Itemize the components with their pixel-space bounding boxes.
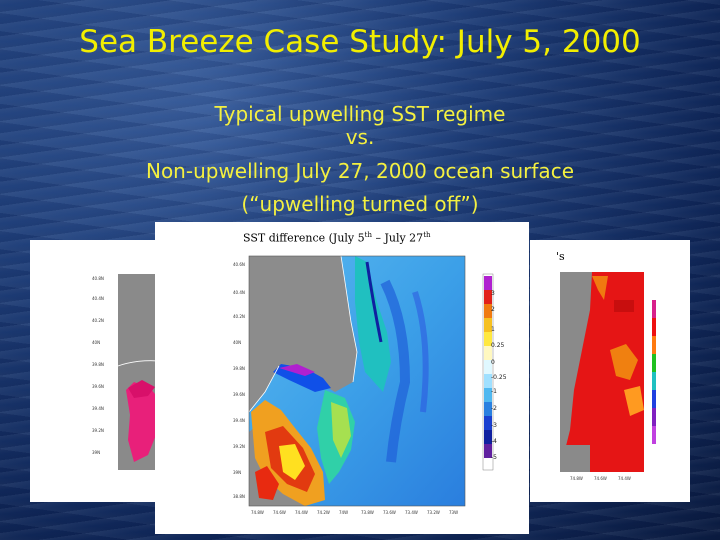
subtitle-line-4: (“upwelling turned off”) [241, 192, 479, 216]
slide-title: Sea Breeze Case Study: July 5, 2000 [79, 24, 641, 60]
subtitle-line-2: vs. [345, 125, 375, 149]
colorbar-label: -0.25 [491, 374, 507, 381]
colorbar-label: -5 [491, 454, 497, 461]
subtitle-line-3: Non-upwelling July 27, 2000 ocean surfac… [145, 159, 574, 183]
sst-difference-title: SST difference (July 5th – July 27th [243, 231, 431, 245]
sst-difference-panel: SST difference (July 5th – July 27th [155, 222, 529, 534]
sst-difference-map [248, 255, 494, 507]
colorbar-label: 0.25 [491, 342, 505, 349]
colorbar-label: 0 [491, 359, 495, 366]
left-map-panel: 40.8N 40.4N 40.2N 40N 39.8N 39.6N 39.4N … [30, 240, 170, 502]
subtitle-line-1: Typical upwelling SST regime [214, 102, 506, 126]
right-map-panel: 74.8W 74.6W 74.4W [530, 240, 690, 502]
colorbar-label: -2 [491, 405, 497, 412]
right-map-figure [530, 240, 690, 502]
colorbar-label: -1 [491, 388, 497, 395]
colorbar-label: 3 [491, 290, 495, 297]
colorbar-label: 1 [491, 326, 495, 333]
colorbar-label: 2 [491, 306, 495, 313]
colorbar-label: -4 [491, 438, 497, 445]
right-panel-title-fragment: 's [556, 250, 565, 263]
colorbar-label: -3 [491, 422, 497, 429]
